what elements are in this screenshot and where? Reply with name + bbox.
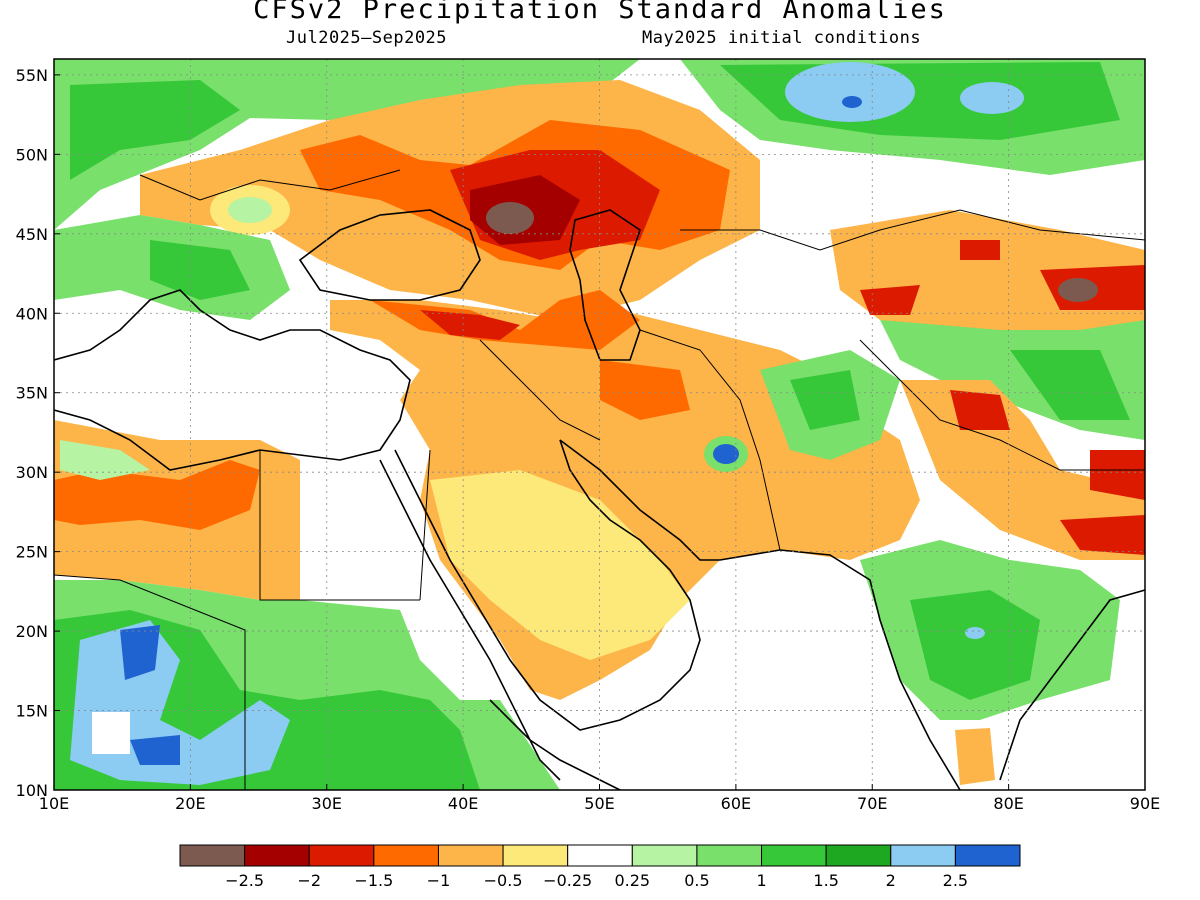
colorbar-swatch <box>954 844 1021 867</box>
colorbar-swatch <box>308 844 375 867</box>
colorbar-label: −2 <box>297 871 321 890</box>
colorbar-swatch <box>890 844 956 867</box>
colorbar-swatch <box>502 844 569 867</box>
anomaly-region-india-wet-core <box>910 590 1040 700</box>
anomaly-region-siberia-wet-peak <box>842 96 862 108</box>
x-tick-label: 30E <box>312 794 342 813</box>
colorbar-swatch <box>373 844 439 867</box>
colorbar-label: 0.25 <box>614 871 650 890</box>
x-tick-label: 20E <box>175 794 205 813</box>
y-tick-label: 25N <box>16 543 48 562</box>
y-tick-label: 10N <box>16 781 48 800</box>
colorbar-label: −2.5 <box>225 871 264 890</box>
colorbar-swatch <box>244 844 310 867</box>
colorbar-swatch <box>761 844 827 867</box>
colorbar: −2.5 −2 −1.5 −1 −0.5 −0.25 0.25 0.5 1 1.5 2 2.5 <box>179 844 1021 890</box>
graticule <box>54 59 1145 790</box>
colorbar-swatch <box>437 844 504 867</box>
colorbar-label: 0.5 <box>684 871 709 890</box>
x-tick-label: 60E <box>721 794 751 813</box>
map-title: CFSv2 Precipitation Standard Anomalies <box>253 0 947 25</box>
colorbar-swatch <box>631 844 698 867</box>
colorbar-swatch <box>567 844 633 867</box>
coastlines <box>54 209 1145 790</box>
x-axis: 10E 20E 30E 40E 50E 60E 70E 80E 90E <box>39 784 1160 813</box>
colorbar-label: −1.5 <box>354 871 393 890</box>
y-tick-label: 35N <box>16 384 48 403</box>
x-tick-label: 50E <box>584 794 614 813</box>
x-tick-label: 90E <box>1130 794 1160 813</box>
colorbar-label: 1 <box>756 871 766 890</box>
x-tick-label: 40E <box>448 794 478 813</box>
y-tick-label: 50N <box>16 145 48 164</box>
colorbar-swatch <box>696 844 763 867</box>
anomaly-region-siberia-wet-blue <box>785 62 915 122</box>
colorbar-label: −1 <box>427 871 451 890</box>
colorbar-label: 1.5 <box>813 871 838 890</box>
y-tick-label: 15N <box>16 702 48 721</box>
y-tick-label: 55N <box>16 66 48 85</box>
x-tick-label: 70E <box>857 794 887 813</box>
anomaly-region-arabia-mild-dry <box>430 470 690 660</box>
colorbar-swatch <box>825 844 892 867</box>
forecast-period: Jul2025–Sep2025 <box>286 28 448 48</box>
colorbar-label: −0.5 <box>484 871 523 890</box>
country-borders <box>54 169 1145 790</box>
y-tick-label: 20N <box>16 622 48 641</box>
colorbar-label: 2 <box>886 871 896 890</box>
x-tick-label: 10E <box>39 794 69 813</box>
anomaly-field <box>54 59 1145 790</box>
y-tick-label: 45N <box>16 225 48 244</box>
x-tick-label: 80E <box>993 794 1023 813</box>
colorbar-label: 2.5 <box>943 871 968 890</box>
y-tick-label: 40N <box>16 304 48 323</box>
y-tick-label: 30N <box>16 463 48 482</box>
initial-conditions: May2025 initial conditions <box>642 28 922 48</box>
y-axis: 10N 15N 20N 25N 30N 35N 40N 45N 50N 55N <box>16 66 60 800</box>
colorbar-label: −0.25 <box>543 871 592 890</box>
anomaly-region-europe-wet-core <box>70 80 240 180</box>
colorbar-swatch <box>179 844 246 867</box>
anomaly-region-caucasus-extreme-dry <box>486 202 534 234</box>
